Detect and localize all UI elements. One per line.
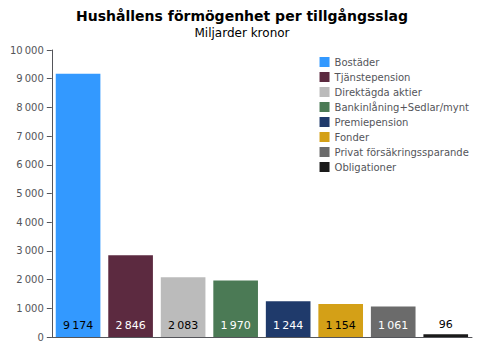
svg-text:9 000: 9 000: [16, 73, 43, 84]
svg-text:Miljarder kronor: Miljarder kronor: [194, 26, 289, 40]
svg-text:Bostäder: Bostäder: [335, 57, 381, 68]
svg-text:Direktägda aktier: Direktägda aktier: [335, 87, 423, 98]
svg-text:2 083: 2 083: [168, 319, 198, 332]
svg-text:2 846: 2 846: [115, 319, 145, 332]
svg-text:1 970: 1 970: [221, 319, 251, 332]
svg-text:10 000: 10 000: [10, 45, 44, 56]
svg-text:Obligationer: Obligationer: [335, 162, 398, 173]
svg-text:7 000: 7 000: [16, 131, 43, 142]
svg-text:1 154: 1 154: [326, 319, 356, 332]
svg-text:0: 0: [37, 332, 43, 343]
svg-text:96: 96: [439, 318, 453, 331]
svg-text:8 000: 8 000: [16, 102, 43, 113]
svg-text:3 000: 3 000: [16, 245, 43, 256]
svg-text:1 061: 1 061: [378, 319, 408, 332]
svg-text:2 000: 2 000: [16, 274, 43, 285]
svg-text:9 174: 9 174: [63, 319, 93, 332]
svg-text:1 000: 1 000: [16, 303, 43, 314]
svg-text:Bankinlåning+Sedlar/mynt: Bankinlåning+Sedlar/mynt: [335, 101, 470, 113]
svg-text:5 000: 5 000: [16, 188, 43, 199]
svg-text:1 244: 1 244: [273, 319, 303, 332]
svg-text:Privat försäkringssparande: Privat försäkringssparande: [335, 147, 469, 158]
svg-text:Tjänstepension: Tjänstepension: [334, 72, 411, 83]
svg-text:4 000: 4 000: [16, 217, 43, 228]
svg-text:Hushållens förmögenhet per til: Hushållens förmögenhet per tillgångsslag: [76, 8, 408, 24]
svg-text:6 000: 6 000: [16, 159, 43, 170]
svg-text:Premiepension: Premiepension: [335, 117, 409, 128]
svg-text:Fonder: Fonder: [335, 132, 370, 143]
